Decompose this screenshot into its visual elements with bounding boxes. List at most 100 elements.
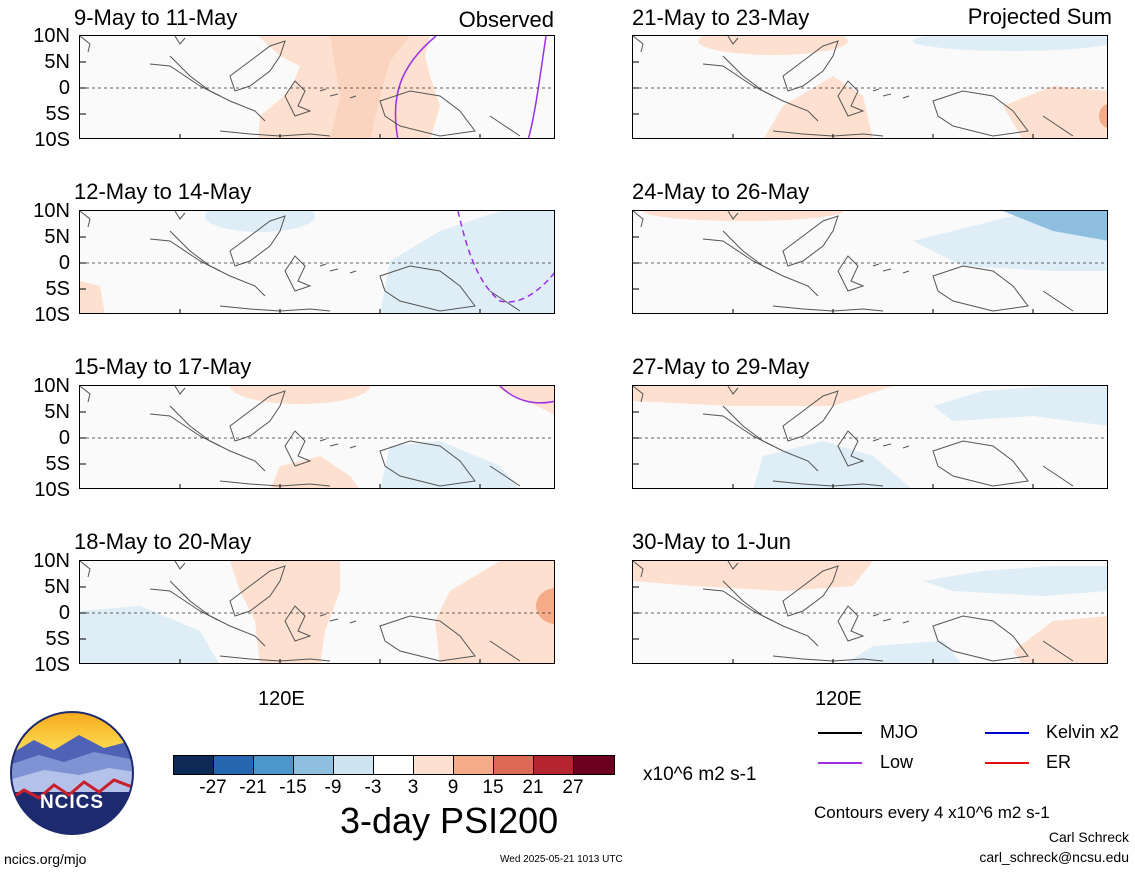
coastline bbox=[727, 211, 739, 220]
colorbar-tick-label: -3 bbox=[364, 777, 382, 798]
coastline bbox=[702, 63, 774, 97]
coastline bbox=[727, 561, 739, 570]
coastline bbox=[782, 390, 839, 442]
panel-title: 24-May to 26-May bbox=[632, 179, 810, 204]
coastline bbox=[174, 211, 186, 220]
coastline bbox=[932, 615, 1029, 662]
coastline bbox=[489, 640, 521, 662]
coastline bbox=[229, 390, 286, 442]
coastline bbox=[702, 238, 774, 272]
coastline bbox=[633, 561, 644, 578]
colorbar-title: 3-day PSI200 bbox=[340, 800, 559, 841]
coastline bbox=[379, 90, 476, 137]
coastline bbox=[219, 305, 331, 312]
panel-title: 30-May to 1-Jun bbox=[632, 529, 791, 554]
coastline bbox=[702, 588, 774, 622]
observed-header: Observed bbox=[458, 7, 554, 32]
colorbar-swatch bbox=[374, 756, 414, 774]
timestamp: Wed 2025-05-21 1013 UTC bbox=[500, 854, 623, 865]
map-panel bbox=[79, 560, 555, 664]
coastline bbox=[1042, 640, 1074, 662]
coastline bbox=[837, 605, 865, 642]
legend-line-low bbox=[818, 762, 862, 764]
lat-label: 0 bbox=[58, 602, 70, 624]
lat-label: 5N bbox=[44, 576, 70, 598]
coastline bbox=[932, 265, 1029, 312]
coastline bbox=[379, 615, 476, 662]
panel-title: 12-May to 14-May bbox=[74, 179, 252, 204]
coastline bbox=[932, 440, 1029, 487]
coastline bbox=[872, 263, 910, 274]
colorbar-swatch bbox=[574, 756, 614, 774]
colorbar bbox=[173, 755, 615, 775]
colorbar-tick-label: -27 bbox=[199, 777, 227, 798]
coastline bbox=[319, 438, 357, 449]
legend-line-mjo bbox=[818, 732, 862, 734]
lat-label: 5S bbox=[45, 453, 70, 475]
map-panel bbox=[632, 35, 1108, 139]
map-panel bbox=[79, 385, 555, 489]
coastline bbox=[727, 36, 739, 45]
coastline bbox=[174, 36, 186, 45]
coastline bbox=[149, 238, 221, 272]
panel-title: 27-May to 29-May bbox=[632, 354, 810, 379]
coastline bbox=[80, 36, 91, 53]
legend-label: MJO bbox=[880, 722, 918, 742]
map-panel bbox=[79, 210, 555, 314]
coastline bbox=[284, 255, 312, 292]
coastline bbox=[633, 36, 644, 53]
colorbar-tick-label: 21 bbox=[522, 777, 544, 798]
panel-title: 15-May to 17-May bbox=[74, 354, 252, 379]
site-link[interactable]: ncics.org/mjo bbox=[4, 851, 87, 867]
projected-header: Projected Sum bbox=[967, 4, 1112, 29]
colorbar-swatch bbox=[214, 756, 254, 774]
lat-label: 10S bbox=[34, 479, 70, 501]
coastline bbox=[1042, 115, 1074, 137]
coastline bbox=[837, 430, 865, 467]
coastline bbox=[633, 211, 644, 228]
coastline bbox=[727, 386, 739, 395]
legend-label: ER bbox=[1046, 752, 1072, 772]
coastline bbox=[284, 605, 312, 642]
coastline bbox=[229, 565, 286, 617]
coastline bbox=[149, 588, 221, 622]
coastline bbox=[1042, 465, 1074, 487]
coastline bbox=[872, 613, 910, 624]
map-panel bbox=[79, 35, 555, 139]
coastline bbox=[772, 305, 884, 312]
coastline bbox=[229, 215, 286, 267]
coastline bbox=[872, 88, 910, 99]
author-email[interactable]: carl_schreck@ncsu.edu bbox=[979, 849, 1129, 865]
colorbar-tick-label: -21 bbox=[239, 777, 267, 798]
lat-label: 0 bbox=[58, 427, 70, 449]
ncics-logo[interactable]: NCICS bbox=[9, 710, 135, 836]
lat-label: 5S bbox=[45, 103, 70, 125]
coastline bbox=[932, 90, 1029, 137]
coastline bbox=[319, 613, 357, 624]
coastline bbox=[837, 255, 865, 292]
panel-title: 18-May to 20-May bbox=[74, 529, 252, 554]
lat-label: 10N bbox=[33, 200, 70, 222]
lat-label: 5S bbox=[45, 278, 70, 300]
colorbar-swatch bbox=[534, 756, 574, 774]
legend-line-kelvin bbox=[985, 732, 1029, 734]
lat-label: 10N bbox=[33, 550, 70, 572]
coastline bbox=[1042, 290, 1074, 312]
coastline bbox=[633, 386, 644, 403]
legend-label: Low bbox=[880, 752, 914, 772]
contour-note: Contours every 4 x10^6 m2 s-1 bbox=[814, 803, 1050, 822]
coastline bbox=[169, 405, 266, 472]
lon-label: 120E bbox=[815, 688, 862, 710]
lon-label: 120E bbox=[258, 688, 305, 710]
colorbar-swatch bbox=[414, 756, 454, 774]
lat-label: 5N bbox=[44, 401, 70, 423]
coastline bbox=[837, 80, 865, 117]
colorbar-tick-label: 15 bbox=[482, 777, 504, 798]
lat-label: 0 bbox=[58, 77, 70, 99]
map-panel bbox=[632, 560, 1108, 664]
coastline bbox=[80, 561, 91, 578]
coastline bbox=[284, 430, 312, 467]
coastline bbox=[174, 561, 186, 570]
colorbar-swatch bbox=[254, 756, 294, 774]
coastline bbox=[80, 211, 91, 228]
